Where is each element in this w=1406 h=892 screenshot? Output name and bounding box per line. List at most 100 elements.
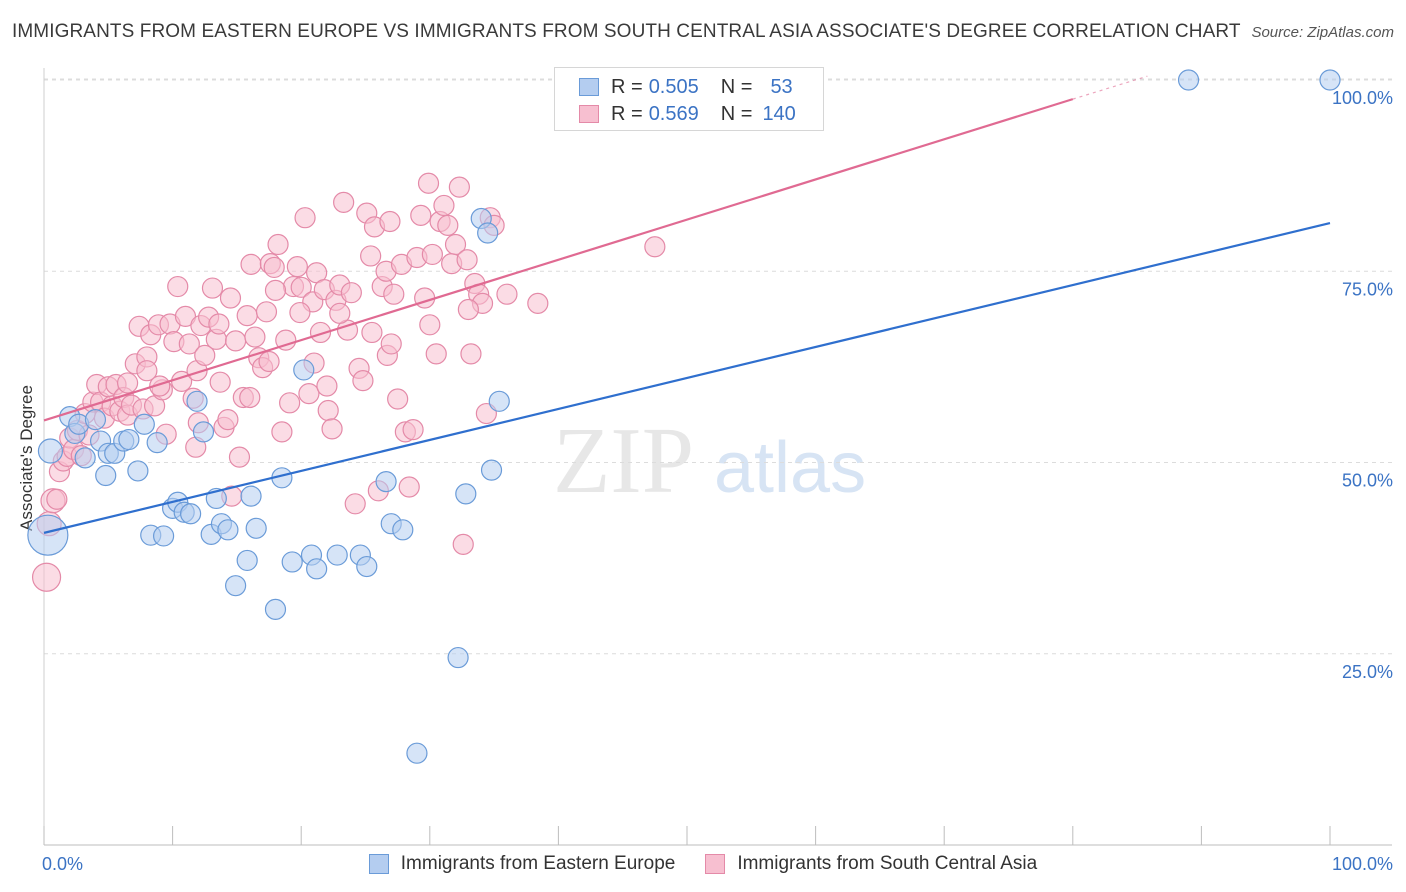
point-south-central-asia <box>452 533 474 555</box>
legend-swatch-eastern-europe <box>579 78 599 96</box>
point-eastern-europe <box>152 525 175 547</box>
point-south-central-asia <box>410 204 432 227</box>
y-tick-label: 50.0% <box>1342 471 1393 491</box>
point-south-central-asia <box>279 392 301 414</box>
point-south-central-asia <box>286 256 308 278</box>
chart-title: IMMIGRANTS FROM EASTERN EUROPE VS IMMIGR… <box>12 21 1241 42</box>
point-south-central-asia <box>379 210 401 233</box>
x-tick-label: 0.0% <box>42 854 83 874</box>
point-eastern-europe <box>240 485 262 507</box>
point-south-central-asia <box>167 275 189 298</box>
trendline-south-central-asia <box>43 98 1074 422</box>
point-south-central-asia <box>275 329 297 351</box>
legend-n-value: 140 <box>762 102 796 125</box>
point-south-central-asia <box>225 330 247 352</box>
point-eastern-europe <box>392 519 414 541</box>
point-south-central-asia <box>258 350 280 373</box>
point-south-central-asia <box>456 249 478 271</box>
point-south-central-asia <box>414 287 436 309</box>
point-south-central-asia <box>298 383 320 405</box>
legend-r-label: R = <box>611 75 643 98</box>
correlation-legend: R = 0.505 N = 53 R = 0.569 N = 140 <box>554 67 824 131</box>
point-south-central-asia <box>360 245 382 267</box>
watermark-atlas: atlas <box>714 428 866 508</box>
point-south-central-asia <box>289 301 311 324</box>
point-south-central-asia <box>240 253 262 275</box>
point-south-central-asia <box>267 233 289 256</box>
point-south-central-asia <box>294 207 316 229</box>
point-south-central-asia <box>433 194 455 217</box>
point-south-central-asia <box>178 333 200 355</box>
y-tick-label: 75.0% <box>1342 279 1393 299</box>
trendline-eastern-europe <box>43 221 1331 534</box>
point-south-central-asia <box>344 493 366 515</box>
point-eastern-europe <box>217 519 239 541</box>
point-eastern-europe <box>245 517 267 539</box>
point-eastern-europe <box>146 432 168 454</box>
point-south-central-asia <box>457 298 479 321</box>
point-eastern-europe <box>118 428 140 451</box>
series-legend: Immigrants from Eastern Europe Immigrant… <box>0 853 1406 875</box>
point-eastern-europe <box>375 471 397 493</box>
point-south-central-asia <box>255 301 278 323</box>
point-south-central-asia <box>417 172 440 194</box>
legend-row-eastern-europe: R = 0.505 N = 53 <box>579 75 793 99</box>
point-eastern-europe <box>192 421 215 443</box>
point-eastern-europe <box>1319 69 1341 91</box>
point-eastern-europe <box>127 460 149 482</box>
point-south-central-asia <box>316 375 338 397</box>
point-south-central-asia <box>402 419 424 441</box>
y-tick-label: 100.0% <box>1332 88 1393 108</box>
point-south-central-asia <box>264 279 287 301</box>
point-eastern-europe <box>186 390 208 412</box>
series-label-south-central-asia: Immigrants from South Central Asia <box>737 853 1038 874</box>
legend-swatch-south-central-asia <box>579 105 599 123</box>
point-south-central-asia <box>239 386 261 409</box>
watermark-zip: ZIP <box>553 409 694 513</box>
point-south-central-asia <box>421 243 443 266</box>
point-south-central-asia <box>383 283 405 305</box>
point-eastern-europe <box>281 551 303 573</box>
point-eastern-europe <box>74 447 96 469</box>
point-eastern-europe <box>264 598 287 620</box>
point-south-central-asia <box>290 276 312 298</box>
point-eastern-europe <box>477 222 499 244</box>
point-south-central-asia <box>201 277 224 299</box>
point-eastern-europe <box>447 646 469 669</box>
legend-n-value: 53 <box>770 75 793 98</box>
point-south-central-asia <box>217 409 239 431</box>
point-south-central-asia <box>380 333 402 355</box>
point-south-central-asia <box>527 292 549 314</box>
point-south-central-asia <box>263 256 285 279</box>
point-eastern-europe <box>180 503 202 525</box>
point-south-central-asia <box>244 326 266 348</box>
point-south-central-asia <box>321 418 343 440</box>
point-eastern-europe <box>293 359 315 381</box>
point-south-central-asia <box>425 343 447 365</box>
series-legend-south-central-asia[interactable]: Immigrants from South Central Asia <box>705 853 1037 875</box>
point-south-central-asia <box>236 305 258 327</box>
point-south-central-asia <box>437 214 459 236</box>
series-legend-eastern-europe[interactable]: Immigrants from Eastern Europe <box>368 853 675 875</box>
series-swatch-south-central-asia <box>705 854 726 874</box>
point-eastern-europe <box>455 483 477 505</box>
point-eastern-europe <box>133 413 155 435</box>
point-south-central-asia <box>174 305 197 327</box>
legend-n-label: N = <box>720 102 753 125</box>
point-south-central-asia <box>361 321 383 344</box>
trendline-extension-south-central-asia <box>1072 75 1148 100</box>
point-south-central-asia <box>228 446 251 468</box>
point-eastern-europe <box>306 558 328 580</box>
point-south-central-asia <box>329 302 351 324</box>
point-eastern-europe <box>488 390 510 412</box>
point-eastern-europe <box>406 742 428 764</box>
point-eastern-europe <box>356 555 378 578</box>
point-south-central-asia <box>149 375 171 397</box>
legend-row-south-central-asia: R = 0.569 N = 140 <box>579 102 796 126</box>
point-south-central-asia <box>271 421 293 443</box>
point-south-central-asia <box>448 176 470 198</box>
point-south-central-asia <box>136 360 158 382</box>
point-south-central-asia <box>46 488 68 510</box>
point-south-central-asia <box>116 372 139 394</box>
